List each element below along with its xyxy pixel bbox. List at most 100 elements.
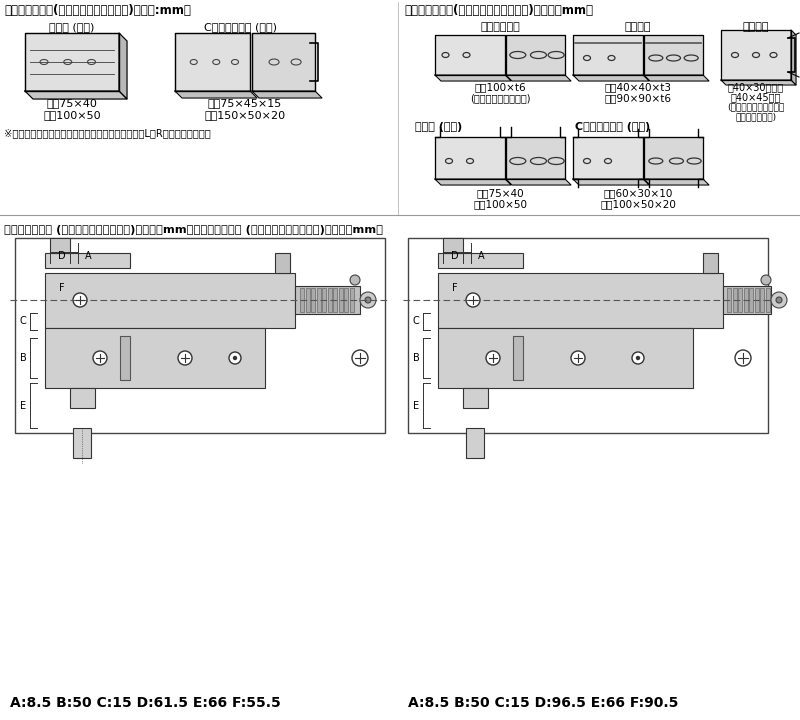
Circle shape [93,351,107,365]
Bar [573,137,643,179]
Text: (センターへの穴あけ): (センターへの穴あけ) [470,93,530,103]
Text: C: C [413,316,419,326]
Bar [333,288,337,312]
Polygon shape [175,91,257,98]
Bar [25,33,120,91]
Text: A: A [478,251,484,261]
Text: 最大100×50×20: 最大100×50×20 [600,199,676,209]
Text: 加工材料と寸法(ポンチ＋ロングダイス)【単位：mm】: 加工材料と寸法(ポンチ＋ロングダイス)【単位：mm】 [404,4,593,17]
Circle shape [771,292,787,308]
Bar [295,286,360,314]
Bar [350,288,354,312]
Polygon shape [573,179,649,185]
Text: B: B [413,353,419,363]
Polygon shape [506,179,571,185]
Text: 最小75×40: 最小75×40 [476,188,524,198]
Text: D: D [451,251,459,261]
Text: 溝形鋼 (背面): 溝形鋼 (背面) [415,122,462,132]
Text: 最小75×45×15: 最小75×45×15 [208,98,282,108]
Bar [727,288,731,312]
Text: Cチャンネル鋼 (側面): Cチャンネル鋼 (側面) [203,22,277,32]
Text: E: E [413,401,419,411]
Text: 巾40×30および: 巾40×30および [728,82,784,92]
Text: 最大100×50: 最大100×50 [473,199,527,209]
Text: B: B [20,353,26,363]
Text: 最小75×40: 最小75×40 [46,98,98,108]
Bar [644,35,703,75]
Bar [435,137,505,179]
Text: (ダクター専用ダイスを: (ダクター専用ダイスを [727,102,785,111]
Bar [306,288,310,312]
Text: D: D [58,251,66,261]
Circle shape [365,297,371,303]
Text: ※ロングポンチ使用の場合は、ロングストリッパーL・Rをご使用ください: ※ロングポンチ使用の場合は、ロングストリッパーL・Rをご使用ください [4,128,210,138]
Bar [738,288,742,312]
Circle shape [350,275,360,285]
Text: アングル: アングル [625,22,651,32]
Text: 最小60×30×10: 最小60×30×10 [603,188,673,198]
Text: 溝形鋼 (側面): 溝形鋼 (側面) [50,22,94,32]
Text: 最大150×50×20: 最大150×50×20 [205,110,286,120]
Bar [275,253,290,273]
Text: 加工材料と寸法(ロングポンチ＋ダイス)【単位:mm】: 加工材料と寸法(ロングポンチ＋ダイス)【単位:mm】 [4,4,191,17]
Text: F: F [59,283,65,293]
Text: 最大100×50: 最大100×50 [43,110,101,120]
Polygon shape [573,75,649,81]
Bar [749,288,753,312]
Bar [743,288,747,312]
Bar [175,33,250,91]
Bar [438,328,693,388]
Circle shape [360,292,376,308]
Text: E: E [20,401,26,411]
Polygon shape [435,75,511,81]
Circle shape [632,352,644,364]
Circle shape [735,350,751,366]
Bar [408,238,768,433]
Text: 最大100×t6: 最大100×t6 [474,82,526,92]
Bar [327,288,331,312]
Bar [338,288,342,312]
Text: フラットバー: フラットバー [480,22,520,32]
Polygon shape [791,30,796,85]
Text: ダクター: ダクター [742,22,770,32]
Bar [466,428,484,458]
Bar [766,288,770,312]
Bar [45,253,130,268]
Bar [45,273,295,328]
Circle shape [73,293,87,307]
Bar [322,288,326,312]
Circle shape [466,293,480,307]
Bar [252,33,315,91]
Bar [311,288,315,312]
Polygon shape [25,91,127,99]
Text: A: A [85,251,91,261]
Circle shape [178,351,192,365]
Bar [70,388,95,408]
Polygon shape [506,75,571,81]
Bar [73,428,91,458]
Bar [754,288,758,312]
Polygon shape [644,179,709,185]
Text: A:8.5 B:50 C:15 D:61.5 E:66 F:55.5: A:8.5 B:50 C:15 D:61.5 E:66 F:55.5 [10,696,281,710]
Bar [721,30,791,80]
Polygon shape [644,75,709,81]
Polygon shape [252,91,322,98]
Text: ご使用ください): ご使用ください) [735,112,777,121]
Bar [644,137,703,179]
Bar [50,238,70,253]
Bar [120,336,130,380]
Bar [317,288,321,312]
Text: 巾40×45可能: 巾40×45可能 [731,92,781,102]
Circle shape [234,356,237,359]
Bar [573,35,643,75]
Text: F: F [452,283,458,293]
Polygon shape [119,33,127,99]
Bar [733,288,737,312]
Bar [506,137,565,179]
Text: アゴ部分寸法図 (ロングポンチ＋ダイス)【単位：mm】アゴ部分寸法図 (ポンチ＋ロングダイス)【単位：mm】: アゴ部分寸法図 (ロングポンチ＋ダイス)【単位：mm】アゴ部分寸法図 (ポンチ＋… [4,225,383,235]
Bar [45,328,265,388]
Bar [15,238,385,433]
Circle shape [776,297,782,303]
Bar [723,286,771,314]
Text: A:8.5 B:50 C:15 D:96.5 E:66 F:90.5: A:8.5 B:50 C:15 D:96.5 E:66 F:90.5 [408,696,678,710]
